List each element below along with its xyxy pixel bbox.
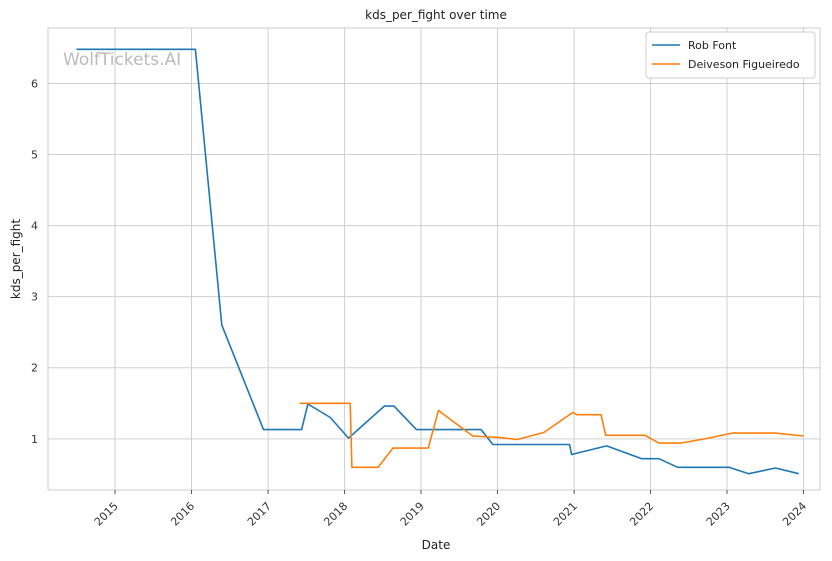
y-tick-label: 5: [31, 149, 38, 162]
x-axis-ticks: 2015 2016 2017 2018 2019 2020 2021 2022 2023 2024: [92, 490, 809, 529]
x-tick-label: 2019: [398, 500, 427, 529]
plot-area: [47, 27, 821, 491]
x-tick-label: 2024: [780, 500, 809, 529]
chart-title: kds_per_fight over time: [365, 8, 507, 22]
x-tick-label: 2017: [245, 500, 274, 529]
y-tick-label: 2: [31, 362, 38, 375]
y-tick-label: 1: [31, 433, 38, 446]
x-tick-label: 2021: [551, 500, 580, 529]
x-tick-label: 2020: [474, 500, 503, 529]
legend-label-rob-font: Rob Font: [688, 39, 737, 52]
series-line-deiveson-figueiredo: [299, 402, 804, 469]
y-tick-label: 4: [31, 220, 38, 233]
y-axis-ticks: 1 2 3 4 5 6: [31, 77, 38, 445]
y-tick-label: 3: [31, 291, 38, 304]
watermark-text: WolfTickets.AI: [63, 50, 181, 70]
x-tick-label: 2018: [321, 500, 350, 529]
x-tick-label: 2022: [627, 500, 656, 529]
series-lines: [76, 48, 804, 475]
x-tick-label: 2023: [704, 500, 733, 529]
y-tick-label: 6: [31, 77, 38, 90]
x-tick-label: 2015: [92, 500, 121, 529]
grid-lines: [48, 28, 820, 490]
legend-box: [645, 31, 816, 79]
x-tick-label: 2016: [168, 500, 197, 529]
series-line-rob-font: [76, 48, 799, 475]
x-axis-label: Date: [422, 538, 451, 552]
legend-label-deiveson-figueiredo: Deiveson Figueiredo: [688, 58, 800, 71]
legend: Rob Font Deiveson Figueiredo: [645, 31, 816, 79]
y-axis-label: kds_per_fight: [9, 219, 23, 300]
